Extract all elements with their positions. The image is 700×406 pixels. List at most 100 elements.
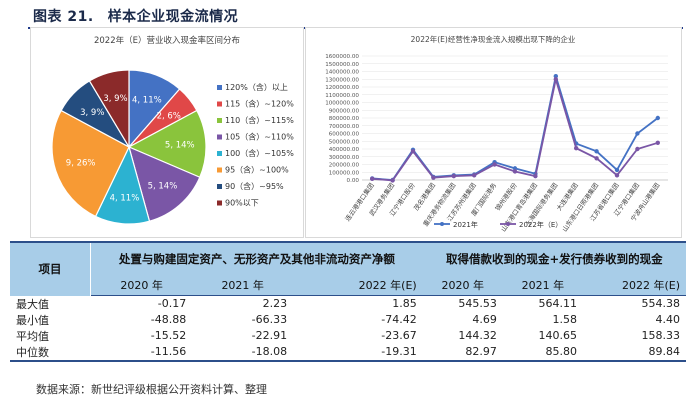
figure-title: 图表 21. 样本企业现金流情况 (33, 6, 238, 26)
series-point (635, 131, 640, 136)
figure-title-text: 样本企业现金流情况 (107, 9, 239, 25)
y-tick-label: 1000000.00 (325, 101, 359, 107)
pie-chart: 2022年（E）营业收入现金率区间分布 4, 11% 2, 6% 5, 14% 5, … (51, 35, 294, 225)
row-label: 最大值 (16, 297, 49, 311)
table-cell: 140.65 (538, 329, 577, 342)
table-cell: 1.85 (392, 297, 417, 311)
year-header: 2021 年 (502, 275, 583, 296)
table-cell: 1.58 (552, 313, 577, 326)
y-tick-label: 100000.00 (329, 170, 360, 176)
series-point (431, 175, 436, 180)
year-header: 2020 年 (422, 275, 503, 296)
table-cell: -66.33 (251, 313, 288, 326)
pie-slice (88, 69, 130, 150)
pie-slice-label: 2, 6% (157, 111, 181, 121)
series-point (635, 146, 640, 152)
group-header-financing: 取得借款收到的现金+发行债券收到的现金 (422, 241, 686, 275)
series-point (512, 166, 518, 171)
pie-legend-label: 120%（含）以上 (225, 82, 288, 92)
year-header: 2022 年(E) (582, 275, 686, 296)
legend-swatch (217, 200, 222, 206)
pie-legend-label: 95（含）~100% (225, 165, 289, 175)
line-legend-label: 2022年（E） (519, 220, 562, 229)
series-point (594, 156, 599, 161)
series-point (370, 176, 375, 182)
y-tick-label: 0.00 (347, 178, 360, 184)
y-tick-label: 200000.00 (329, 163, 360, 169)
line-chart-title: 2022年(E)经营性净现金流入规模出现下降的企业 (411, 34, 576, 44)
series-point (574, 146, 579, 151)
item-header: 项目 (10, 241, 91, 296)
legend-swatch (217, 101, 222, 107)
y-tick-label: 800000.00 (329, 116, 360, 122)
table-row: 平均值 -15.52 -22.91 -23.67 144.32 140.65 1… (10, 328, 686, 344)
y-tick-label: 1600000.00 (325, 54, 359, 60)
year-header: 2021 年 (192, 275, 294, 296)
series-point (451, 173, 456, 179)
row-label: 中位数 (10, 343, 91, 362)
y-tick-label: 1500000.00 (325, 62, 359, 68)
series-point (614, 173, 620, 178)
table-row: 最小值 -48.88 -66.33 -74.42 4.69 1.58 4.40 (10, 312, 686, 328)
legend-marker (506, 222, 510, 226)
y-tick-label: 900000.00 (329, 108, 360, 114)
y-tick-label: 400000.00 (329, 147, 360, 153)
pie-slice-label: 4, 11% (132, 95, 162, 105)
table-cell: 89.84 (582, 343, 686, 362)
line-chart: 2022年(E)经营性净现金流入规模出现下降的企业 0.00100000.002… (325, 34, 668, 233)
series-point (410, 149, 416, 154)
table-cell: 564.11 (538, 297, 577, 311)
series-point (553, 77, 558, 82)
figure-number: 图表 21. (33, 9, 94, 25)
series-point (492, 162, 497, 167)
table-cell: 82.97 (422, 343, 503, 362)
y-tick-label: 500000.00 (329, 139, 360, 145)
series-point (533, 173, 538, 179)
legend-marker (440, 222, 444, 226)
series-line (372, 78, 659, 182)
table-cell: 85.80 (502, 343, 583, 362)
table-cell: -11.56 (90, 343, 193, 362)
series-point (512, 169, 518, 174)
cashflow-stats-table: 项目 处置与购建固定资产、无形资产及其他非流动资产净额 取得借款收到的现金+发行… (10, 241, 686, 362)
pie-legend-label: 90（含）~95% (225, 181, 284, 191)
table-cell: 545.53 (458, 297, 497, 311)
pie-slice-label: 9, 26% (66, 159, 96, 169)
table-cell: 4.40 (655, 313, 681, 326)
table-cell: -18.08 (192, 343, 294, 362)
pie-legend-label: 100（含）~105% (225, 148, 294, 158)
pie-slice (127, 109, 207, 179)
series-point (472, 173, 477, 178)
pie-legend-label: 115（含）~120% (225, 99, 294, 109)
y-tick-label: 1100000.00 (325, 93, 359, 99)
pie-slice-label: 4, 11% (110, 194, 140, 204)
table-cell: 554.38 (641, 297, 681, 311)
line-chart-panel: 2022年(E)经营性净现金流入规模出现下降的企业 0.00 100000.00 2… (305, 27, 682, 238)
y-tick-label: 700000.00 (329, 124, 360, 130)
pie-slice-label: 3, 9% (103, 94, 127, 104)
pie-slice-label: 3, 9% (80, 108, 104, 118)
pie-legend-label: 110（含）~115% (225, 115, 294, 125)
pie-slice-label: 5, 14% (148, 181, 178, 191)
line-legend-label: 2021年 (453, 220, 478, 229)
y-tick-label: 1200000.00 (325, 85, 359, 91)
y-tick-label: 300000.00 (329, 155, 360, 161)
table-cell: 2.23 (262, 297, 288, 311)
x-tick-label: 山东港口日照港集团 (560, 181, 600, 233)
year-header: 2022 年(E) (293, 275, 423, 296)
table-cell: -22.91 (251, 329, 288, 342)
table-cell: -15.52 (150, 329, 187, 342)
year-header: 2020 年 (90, 275, 193, 296)
pie-chart-panel: 2022年（E）营业收入现金率区间分布 4, 11% 2, 6% 5, 14% 5, … (30, 27, 304, 238)
x-tick-label: 连云港港口集团 (343, 181, 376, 223)
legend-swatch (217, 85, 222, 90)
legend-swatch (217, 167, 222, 173)
table-cell: -23.67 (381, 329, 417, 342)
table-row: 中位数 -11.56 -18.08 -19.31 82.97 85.80 89.… (10, 343, 686, 362)
table-cell: 4.69 (472, 313, 497, 326)
series-point (553, 73, 558, 79)
pie-legend-label: 90%以下 (225, 199, 259, 208)
y-tick-label: 600000.00 (329, 132, 360, 138)
series-point (390, 178, 395, 183)
table-cell: -74.42 (381, 313, 417, 326)
